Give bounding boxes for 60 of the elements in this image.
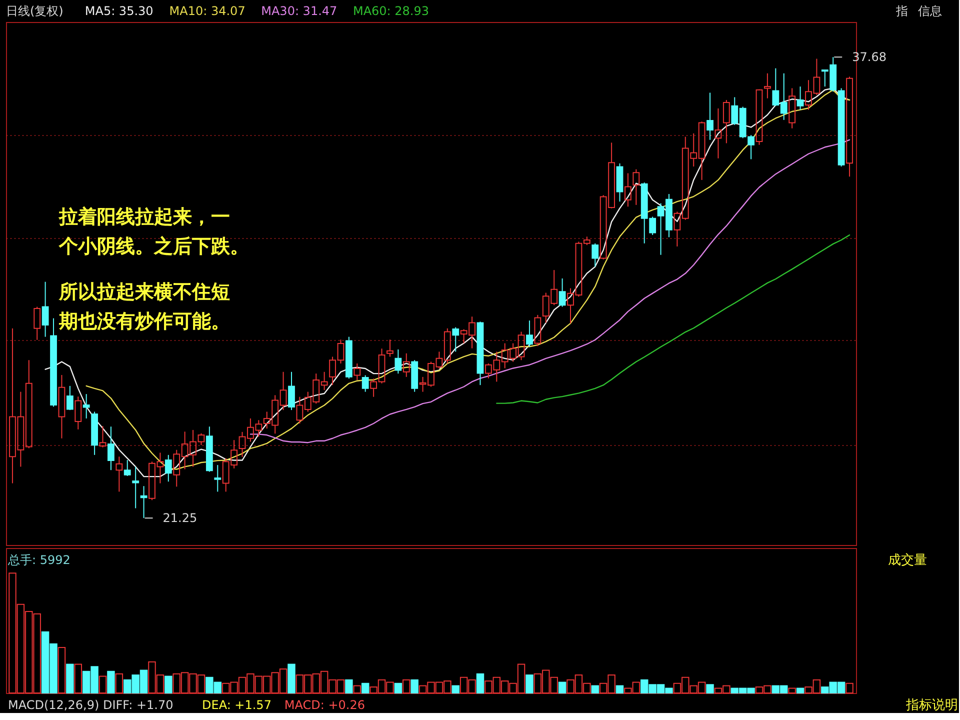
text: 指 — [895, 4, 908, 18]
candlestick — [132, 466, 140, 509]
bar — [58, 646, 66, 694]
bar — [452, 685, 460, 694]
bar — [107, 670, 115, 694]
text: MACD: +0.26 — [284, 698, 366, 712]
bar — [846, 682, 854, 694]
text: MA5: 35.30 — [84, 4, 154, 18]
bar — [558, 682, 566, 694]
candlestick — [788, 88, 796, 129]
bar — [74, 664, 82, 694]
text: MA60: 28.93 — [352, 4, 430, 18]
bar — [394, 682, 402, 694]
chart-title: 总手: 5992 — [7, 553, 70, 567]
text: 信息 — [918, 4, 942, 18]
bar — [616, 685, 624, 694]
bar — [402, 679, 410, 694]
annotation: 拉着阳线拉起来，一个小阴线。之后下跌。 — [58, 206, 249, 258]
annotation: 21.25 — [162, 511, 198, 526]
candlestick — [74, 396, 82, 430]
candlestick — [164, 454, 172, 482]
text: MA30: 31.47 — [261, 4, 338, 18]
bar — [361, 682, 370, 694]
bar — [288, 664, 296, 694]
text: DEA: +1.57 — [202, 698, 272, 712]
candlestick — [140, 486, 148, 519]
text: MACD(12,26,9) DIFF: +1.70 — [8, 698, 174, 712]
candlestick — [42, 281, 49, 338]
bar — [706, 684, 714, 694]
candlestick — [354, 362, 361, 381]
bar — [353, 685, 362, 694]
bar — [476, 673, 484, 694]
bar — [591, 685, 599, 694]
chart-title: 日线(复权) — [6, 4, 64, 18]
candlestick — [706, 92, 714, 140]
bar — [796, 688, 804, 694]
annotation: 所以拉起来横不住短期也没有炒作可能。 — [58, 281, 230, 332]
candlestick — [82, 394, 90, 419]
bar — [410, 679, 418, 694]
candlestick — [108, 426, 114, 471]
text: 指标说明 — [905, 698, 958, 713]
candlestick — [58, 374, 66, 439]
candlestick — [394, 348, 402, 374]
bar — [66, 664, 74, 694]
text: MA10: 34.07 — [169, 4, 246, 18]
candlestick — [476, 321, 484, 386]
candlestick — [616, 162, 624, 202]
bar — [98, 676, 107, 694]
candlestick — [214, 464, 222, 492]
bar — [164, 676, 172, 694]
candlestick — [402, 352, 410, 378]
bar — [345, 679, 353, 694]
bar — [115, 673, 124, 694]
bar — [526, 674, 534, 694]
candlestick — [764, 72, 771, 99]
text: 成交量 — [888, 552, 927, 568]
candlestick — [116, 456, 123, 492]
candlestick — [714, 108, 722, 159]
bar — [788, 688, 796, 694]
candlestick — [206, 426, 213, 472]
